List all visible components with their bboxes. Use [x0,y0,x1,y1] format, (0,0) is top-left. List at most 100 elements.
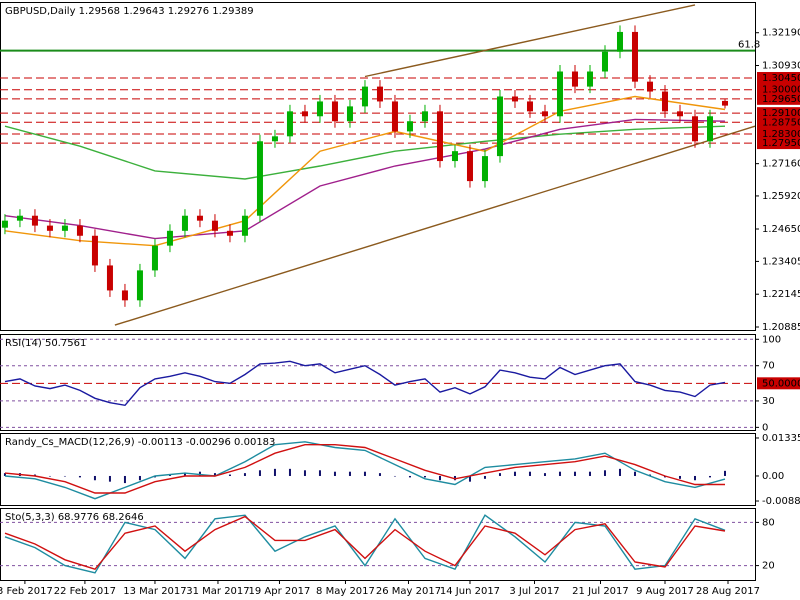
moving-average [4,118,726,240]
y-tick-label: 0.00 [762,471,784,482]
level-label-box [757,72,800,85]
y-tick-label: 1.20885 [762,322,800,333]
macd-histogram-bar [633,471,636,476]
macd-histogram-bar [513,471,516,476]
macd-histogram-bar [183,473,186,476]
y-tick-label: 70 [762,361,775,372]
macd-histogram-bar [138,475,141,481]
macd-histogram-bar [93,475,96,481]
candle-body [331,101,338,122]
candle-body [241,215,248,236]
candle-body [151,245,158,271]
macd-histogram-bar [348,471,351,476]
candle-body [586,71,593,87]
candle-body [571,71,578,87]
x-tick-label: 9 Aug 2017 [636,586,694,597]
panel-frame [0,508,756,581]
level-label-box [757,377,800,390]
candle-body [496,96,503,157]
candle-body [1,220,8,228]
macd-histogram-bar [258,470,261,476]
x-tick-label: 22 Feb 2017 [54,586,116,597]
level-label-box [757,137,800,150]
macd-histogram-bar [228,474,231,476]
level-label: 1.27950 [762,138,800,149]
macd-histogram-bar [333,471,336,476]
candle-body [616,31,623,52]
macd-histogram-bar [48,475,51,477]
macd-histogram-bar [168,474,171,476]
macd-histogram-bar [618,468,621,476]
y-tick-label: 1.32190 [762,28,800,39]
candle-body [511,96,518,102]
x-tick-label: 13 Mar 2017 [123,586,186,597]
candle-body [421,111,428,122]
level-label-box [757,83,800,96]
macd-histogram-bar [558,471,561,476]
candle-body [106,265,113,291]
channel-line [114,125,756,326]
candle-body [346,106,353,122]
macd-histogram-bar [3,473,6,476]
candle-body [76,225,83,236]
y-tick-label: -0.0088 [762,496,800,507]
fib-label: 61.8 [738,40,760,51]
moving-average [4,95,726,247]
y-tick-label: 1.25920 [762,191,800,202]
candle-body [466,151,473,182]
candle-body [676,111,683,117]
macd-histogram-bar [198,471,201,476]
macd-histogram-bar [33,474,36,476]
level-label-box [757,127,800,140]
macd-histogram-bar [678,475,681,479]
candle-body [301,111,308,117]
level-label: 1.30450 [762,73,800,84]
macd-histogram-bar [408,475,411,478]
y-tick-label: 80 [762,517,775,528]
macd-histogram-bar [78,475,81,478]
candle-body [406,121,413,132]
candle-body [436,111,443,162]
indicator-line [4,360,726,407]
indicator-line [4,514,726,574]
candle-body [61,225,68,231]
panel-title: RSI(14) 50.7561 [5,338,86,349]
candle-body [541,111,548,117]
candle-body [361,86,368,107]
macd-histogram-bar [363,471,366,476]
panel-title: Randy_Cs_MACD(12,26,9) -0.00113 -0.00296… [5,437,275,448]
y-tick-label: 1.22145 [762,289,800,300]
y-tick-label: 30 [762,396,775,407]
panel-title: GBPUSD,Daily 1.29568 1.29643 1.29276 1.2… [5,6,254,17]
indicator-line [4,441,726,500]
candle-body [226,230,233,236]
candle-body [556,71,563,117]
y-tick-label: 20 [762,561,775,572]
candle-body [16,215,23,221]
macd-histogram-bar [573,471,576,476]
y-tick-label: 0.01335 [762,433,800,444]
x-tick-label: 21 Jul 2017 [572,586,629,597]
candle-body [256,141,263,216]
macd-histogram-bar [318,470,321,476]
candle-body [391,101,398,132]
level-label: 1.28750 [762,117,800,128]
candle-body [376,86,383,102]
macd-histogram-bar [723,470,726,476]
candle-body [691,116,698,142]
macd-histogram-bar [378,473,381,476]
macd-histogram-bar [123,475,126,484]
candle-body [166,230,173,246]
panel-frame [0,2,756,331]
macd-histogram-bar [393,475,396,477]
macd-histogram-bar [588,471,591,476]
y-tick-label: 1.27160 [762,159,800,170]
level-label: 1.29100 [762,108,800,119]
candle-body [31,215,38,226]
x-tick-label: 28 Aug 2017 [696,586,760,597]
x-tick-label: 26 May 2017 [376,586,441,597]
x-tick-label: 3 Jul 2017 [509,586,559,597]
x-tick-label: 31 Mar 2017 [186,586,249,597]
macd-histogram-bar [288,468,291,476]
